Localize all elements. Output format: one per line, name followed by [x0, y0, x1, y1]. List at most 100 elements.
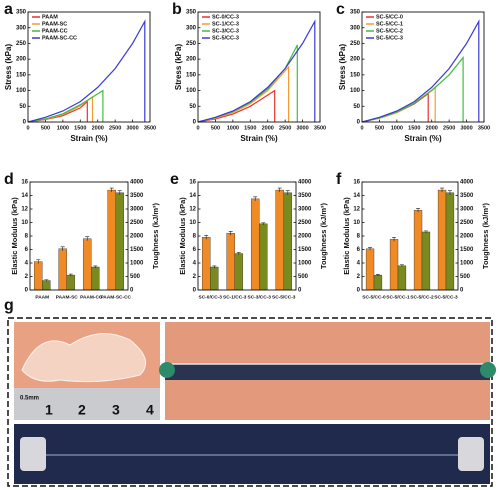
curve: [27, 19, 146, 123]
error-bar: [60, 246, 65, 251]
x-tick-label: 2500: [279, 125, 291, 131]
bar: [259, 223, 268, 291]
x-tick-label: 2500: [109, 125, 121, 131]
error-bar: [253, 196, 258, 201]
bar: [66, 274, 76, 291]
bar: [275, 189, 284, 291]
error-bar: [261, 222, 266, 225]
y-tick-label: 100: [186, 88, 197, 94]
error-bar: [392, 237, 397, 242]
y2-tick-label: 2000: [130, 234, 144, 240]
bar: [413, 210, 423, 291]
y2-tick-label: 4000: [460, 180, 474, 186]
x-tick-label: 3500: [314, 125, 326, 131]
y-tick-label: 6: [193, 247, 197, 253]
x-tick-label: SC-5/CC-3: [272, 294, 296, 300]
legend-label: SC-5/CC-3: [212, 35, 239, 41]
y-tick-label: 300: [350, 25, 361, 31]
y2-tick-label: 3000: [460, 207, 474, 213]
x-tick-label: 0: [26, 125, 29, 131]
y-axis-title: Stress (kPa): [338, 44, 347, 91]
legend-label: SC-5/CC-1: [376, 21, 403, 27]
curve: [197, 44, 298, 123]
y-tick-label: 8: [357, 234, 361, 240]
y-tick-label: 16: [21, 180, 28, 186]
y2-axis-title: Toughness (kJ/m³): [319, 202, 328, 269]
y-tick-label: 150: [350, 72, 361, 78]
y-tick-label: 8: [25, 234, 29, 240]
bar: [91, 266, 100, 291]
x-tick-label: 3500: [478, 125, 490, 131]
bar: [421, 231, 431, 291]
legend-label: PAAM: [42, 14, 58, 20]
error-bar: [277, 187, 282, 193]
panel-label: a: [4, 1, 13, 18]
y2-tick-label: 500: [460, 274, 471, 280]
y2-tick-label: 0: [460, 288, 464, 294]
x-axis-title: Strain (%): [404, 134, 442, 143]
y-tick-label: 10: [189, 220, 196, 226]
y-tick-label: 10: [353, 220, 360, 226]
y-tick-label: 100: [350, 88, 361, 94]
y-tick-label: 250: [16, 41, 27, 47]
ruler-number: 2: [78, 402, 86, 418]
plot-frame: [27, 11, 151, 123]
x-tick-label: 3000: [296, 125, 308, 131]
dashed-frame: [7, 317, 493, 487]
y-tick-label: 250: [186, 41, 197, 47]
legend-label: SC-1/CC-3: [212, 21, 239, 27]
curve: [27, 89, 104, 123]
curve: [361, 19, 480, 123]
y-tick-label: 300: [186, 25, 197, 31]
plot-frame: [197, 181, 297, 291]
y-tick-label: 0: [23, 120, 27, 126]
error-bar: [285, 190, 290, 195]
y-tick-label: 350: [350, 10, 361, 16]
ruler-dark: [165, 364, 490, 380]
y2-tick-label: 3000: [298, 207, 312, 213]
y-tick-label: 2: [25, 274, 29, 280]
error-bar: [236, 252, 241, 255]
y-tick-label: 100: [16, 88, 27, 94]
error-bar: [109, 187, 114, 193]
ruler: [14, 388, 160, 420]
y-tick-label: 200: [186, 57, 197, 63]
y2-tick-label: 2000: [298, 234, 312, 240]
bar: [201, 237, 211, 291]
y-tick-label: 50: [189, 104, 196, 110]
curve: [27, 100, 88, 123]
grip: [458, 437, 484, 471]
bar: [250, 198, 260, 291]
y2-tick-label: 2500: [298, 220, 312, 226]
clamp: [159, 362, 175, 378]
panel-label: c: [336, 1, 345, 18]
x-tick-label: SC-3/CC-3: [248, 294, 272, 300]
y2-tick-label: 1000: [298, 261, 312, 267]
y-tick-label: 0: [357, 288, 361, 294]
y-tick-label: 200: [16, 57, 27, 63]
bar: [42, 280, 51, 291]
y2-tick-label: 2500: [130, 220, 144, 226]
x-tick-label: 500: [375, 125, 384, 131]
y-tick-label: 300: [16, 25, 27, 31]
y-tick-label: 8: [193, 234, 197, 240]
bar: [445, 192, 455, 291]
error-bar: [93, 265, 98, 269]
error-bar: [44, 279, 49, 282]
y-tick-label: 14: [21, 193, 28, 199]
y2-tick-label: 3500: [460, 193, 474, 199]
ruler-number: 3: [112, 402, 120, 418]
y2-tick-label: 1000: [130, 261, 144, 267]
x-tick-label: 3000: [126, 125, 138, 131]
y2-tick-label: 500: [298, 274, 309, 280]
x-tick-label: 2000: [92, 125, 104, 131]
error-bar: [399, 264, 404, 267]
legend-label: SC-5/CC-2: [376, 28, 403, 34]
x-tick-label: PAAM-CC: [80, 294, 103, 300]
error-bar: [204, 235, 209, 240]
y-tick-label: 6: [357, 247, 361, 253]
grip: [20, 437, 46, 471]
bar: [107, 189, 116, 291]
error-bar: [36, 259, 41, 264]
